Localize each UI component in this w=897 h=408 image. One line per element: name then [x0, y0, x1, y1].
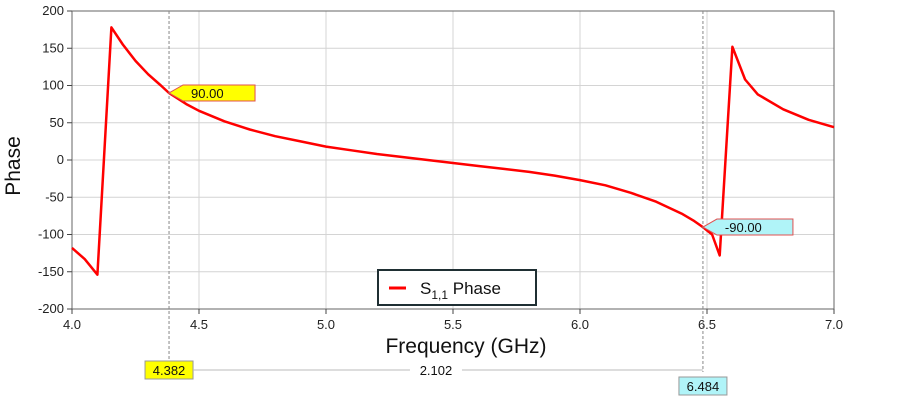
x-tick-label: 4.5	[190, 317, 208, 332]
marker-value-flag	[168, 84, 256, 102]
y-tick-label: -50	[45, 189, 64, 204]
x-tick-label: 5.5	[444, 317, 462, 332]
y-axis-ticks: 200 150 100 50 0 -50 -100 -150 -200	[38, 3, 72, 316]
delta-label: 2.102	[420, 363, 453, 378]
series-line-0	[71, 26, 835, 276]
plot-area	[71, 26, 835, 276]
marker-value-flag	[701, 218, 794, 236]
x-tick-label: 5.0	[317, 317, 335, 332]
legend-label-rest: Phase	[448, 279, 501, 298]
y-tick-label: 200	[42, 3, 64, 18]
x-tick-label: 6.5	[698, 317, 716, 332]
marker-x-label: 4.382	[153, 363, 186, 378]
grid-lines	[71, 10, 835, 310]
x-axis-ticks: 4.0 4.5 5.0 5.5 6.0 6.5 7.0	[63, 309, 843, 332]
x-axis-title: Frequency (GHz)	[385, 335, 546, 358]
marker-x-box	[678, 376, 728, 396]
marker-value-label: 90.00	[191, 86, 224, 101]
y-tick-label: 50	[50, 115, 64, 130]
legend-label-main: S	[420, 279, 431, 298]
marker-value-label: -90.00	[725, 220, 762, 235]
marker-x-label: 6.484	[687, 379, 720, 394]
y-tick-label: 100	[42, 78, 64, 93]
legend-label-sub: 1,1	[431, 288, 448, 302]
x-tick-label: 6.0	[571, 317, 589, 332]
y-tick-label: 150	[42, 40, 64, 55]
x-tick-label: 4.0	[63, 317, 81, 332]
y-tick-label: -150	[38, 264, 64, 279]
legend-label: S1,1 Phase	[420, 279, 501, 302]
markers: 90.00 4.382 -90.00 6.484 2.102	[144, 11, 794, 396]
x-tick-label: 7.0	[825, 317, 843, 332]
y-tick-label: 0	[57, 152, 64, 167]
y-axis-title: Phase	[2, 136, 25, 196]
legend: S1,1 Phase	[377, 269, 537, 306]
delta-label-bg	[409, 362, 462, 378]
y-tick-label: -200	[38, 301, 64, 316]
y-tick-label: -100	[38, 227, 64, 242]
